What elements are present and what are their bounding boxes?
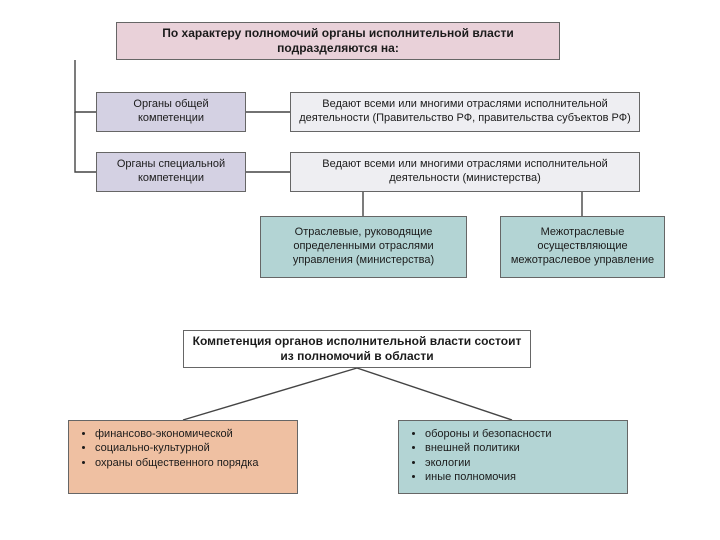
description-special-text: Ведают всеми или многими отраслями испол… — [297, 158, 633, 186]
list-item: социально-культурной — [95, 441, 287, 455]
top-header-box: По характеру полномочий органы исполните… — [116, 22, 560, 60]
category-special-box: Органы специальной компетенции — [96, 152, 246, 192]
list-item: экологии — [425, 456, 617, 470]
sub-sector-text: Отраслевые, руководящие определенными от… — [267, 226, 460, 267]
list-item: обороны и безопасности — [425, 427, 617, 441]
competence-left-list: финансово-экономической социально-культу… — [68, 420, 298, 494]
category-special-text: Органы специальной компетенции — [103, 158, 239, 186]
mid-header-text: Компетенция органов исполнительной власт… — [190, 334, 524, 364]
sub-sector-box: Отраслевые, руководящие определенными от… — [260, 216, 467, 278]
list-item: иные полномочия — [425, 470, 617, 484]
category-general-text: Органы общей компетенции — [103, 98, 239, 126]
competence-right-list: обороны и безопасности внешней политики … — [398, 420, 628, 494]
category-general-box: Органы общей компетенции — [96, 92, 246, 132]
description-general-box: Ведают всеми или многими отраслями испол… — [290, 92, 640, 132]
list-item: охраны общественного порядка — [95, 456, 287, 470]
list-item: финансово-экономической — [95, 427, 287, 441]
description-special-box: Ведают всеми или многими отраслями испол… — [290, 152, 640, 192]
description-general-text: Ведают всеми или многими отраслями испол… — [297, 98, 633, 126]
sub-intersector-box: Межотраслевые осуществляющие межотраслев… — [500, 216, 665, 278]
sub-intersector-text: Межотраслевые осуществляющие межотраслев… — [507, 226, 658, 267]
top-header-text: По характеру полномочий органы исполните… — [123, 26, 553, 56]
list-item: внешней политики — [425, 441, 617, 455]
mid-header-box: Компетенция органов исполнительной власт… — [183, 330, 531, 368]
